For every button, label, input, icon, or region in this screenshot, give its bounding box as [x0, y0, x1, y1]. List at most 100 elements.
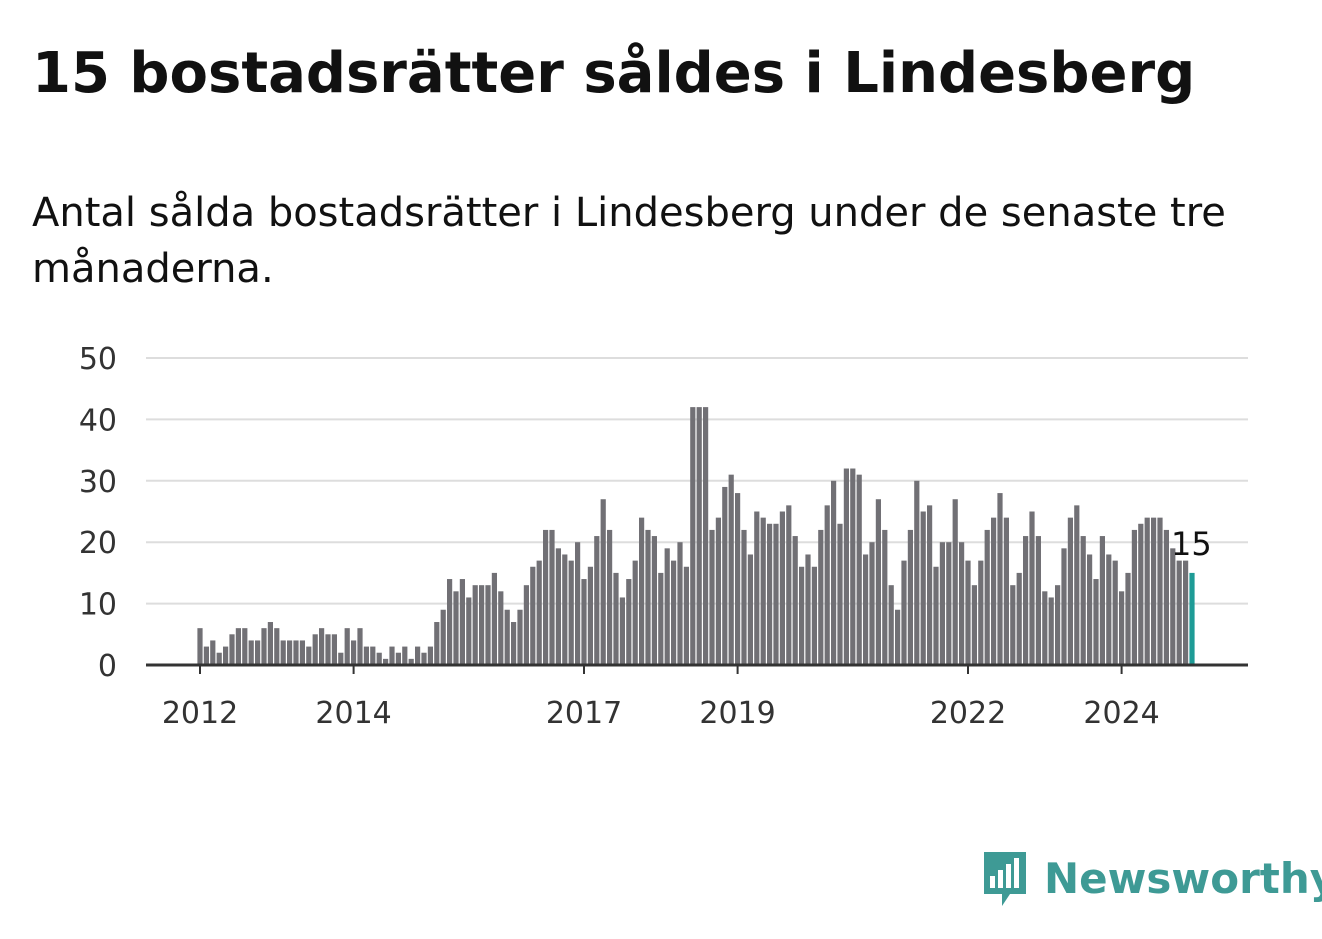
bar	[1087, 554, 1093, 665]
bar	[421, 652, 427, 665]
bar	[658, 572, 664, 665]
bar	[805, 554, 811, 665]
bar	[197, 628, 203, 665]
y-tick-label-10: 10	[79, 588, 117, 623]
bar	[357, 628, 363, 665]
x-axis	[146, 663, 1248, 674]
value-labels: 15	[1171, 525, 1212, 563]
bar	[210, 640, 216, 665]
bar	[440, 609, 446, 665]
bar	[799, 566, 805, 665]
bar	[427, 646, 433, 665]
bar	[607, 529, 613, 665]
bar	[479, 585, 485, 665]
bar	[696, 407, 702, 665]
bar	[1099, 536, 1105, 665]
bar	[984, 529, 990, 665]
bar	[562, 554, 568, 665]
bar	[555, 548, 561, 665]
bar	[504, 609, 510, 665]
bar	[1061, 548, 1067, 665]
bar	[1016, 572, 1022, 665]
y-tick-label-40: 40	[79, 403, 117, 438]
bar	[530, 566, 536, 665]
bar	[312, 634, 318, 665]
bar	[882, 529, 888, 665]
bar	[575, 542, 581, 665]
bar	[331, 634, 337, 665]
bar	[1067, 517, 1073, 665]
bar	[216, 652, 222, 665]
bar	[850, 468, 856, 665]
bar	[933, 566, 939, 665]
bar	[587, 566, 593, 665]
bar	[747, 554, 753, 665]
bar	[600, 499, 606, 665]
y-tick-label-50: 50	[79, 342, 117, 377]
bar	[991, 517, 997, 665]
bar	[811, 566, 817, 665]
bar	[1163, 529, 1169, 665]
bar	[792, 536, 798, 665]
bar	[875, 499, 881, 665]
bar	[293, 640, 299, 665]
bar	[843, 468, 849, 665]
x-axis-tick-labels: 2012 2014 2017 2019 2022 2024	[162, 696, 1160, 731]
bar	[1093, 579, 1099, 665]
bar	[619, 597, 625, 665]
bar	[280, 640, 286, 665]
bar	[267, 622, 273, 665]
bar	[261, 628, 267, 665]
bar	[255, 640, 261, 665]
bar	[1170, 548, 1176, 665]
bar	[760, 517, 766, 665]
bar-chart: 0 10 20 30 40 50 2012 2014 2017 2019 2022 2024 15	[79, 342, 1248, 731]
bar	[536, 560, 542, 665]
bar-chart-speech-bubble-icon	[984, 852, 1026, 906]
bar	[824, 505, 830, 665]
bar	[223, 646, 229, 665]
x-tick-label-2019: 2019	[699, 696, 775, 731]
bar	[888, 585, 894, 665]
y-axis-tick-labels: 0 10 20 30 40 50	[79, 342, 117, 684]
bar	[837, 523, 843, 665]
bar	[728, 474, 734, 665]
bar	[856, 474, 862, 665]
bar	[1003, 517, 1009, 665]
x-tick-label-2014: 2014	[315, 696, 391, 731]
bar	[453, 591, 459, 665]
y-tick-label-30: 30	[79, 465, 117, 500]
bar	[370, 646, 376, 665]
bar	[242, 628, 248, 665]
bar	[831, 480, 837, 665]
bar	[389, 646, 395, 665]
bars	[197, 407, 1195, 665]
bar	[549, 529, 555, 665]
bar	[1042, 591, 1048, 665]
bar	[626, 579, 632, 665]
bar	[235, 628, 241, 665]
bar	[1138, 523, 1144, 665]
bar	[491, 572, 497, 665]
bar	[1080, 536, 1086, 665]
bar	[939, 542, 945, 665]
bar	[741, 529, 747, 665]
bar	[594, 536, 600, 665]
bar	[927, 505, 933, 665]
bar	[1029, 511, 1035, 665]
bar	[274, 628, 280, 665]
bar	[306, 646, 312, 665]
bar	[965, 560, 971, 665]
bar	[363, 646, 369, 665]
bar	[1151, 517, 1157, 665]
bar	[978, 560, 984, 665]
bar	[459, 579, 465, 665]
bar	[485, 585, 491, 665]
bar	[1023, 536, 1029, 665]
bar	[1055, 585, 1061, 665]
chart-title: 15 bostadsrätter såldes i Lindesberg	[32, 41, 1196, 106]
bar	[376, 652, 382, 665]
brand-name: Newsworthy	[1044, 854, 1322, 903]
newsworthy-logo: Newsworthy	[980, 848, 1322, 910]
x-tick-label-2022: 2022	[930, 696, 1006, 731]
